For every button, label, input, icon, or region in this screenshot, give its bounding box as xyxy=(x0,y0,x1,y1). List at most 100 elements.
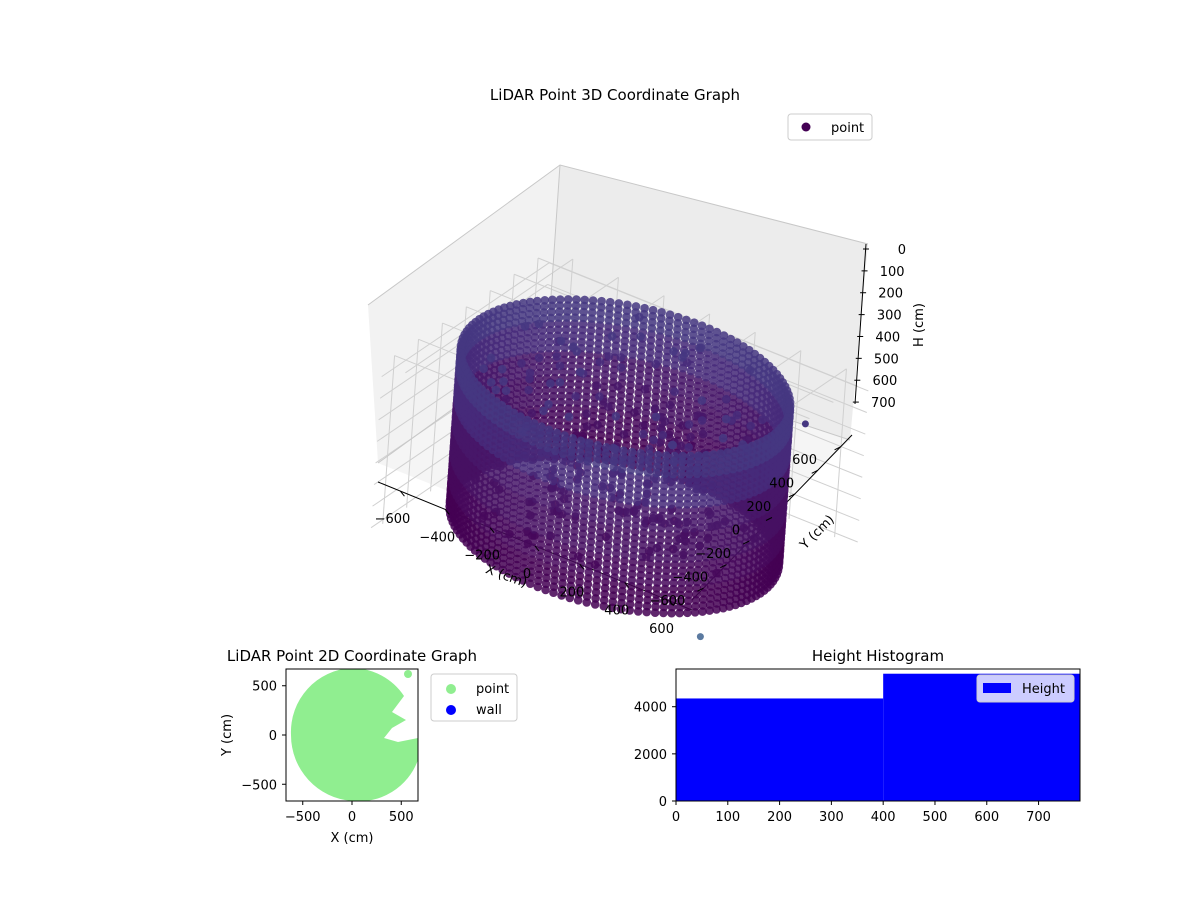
point-marker xyxy=(631,521,640,531)
point-marker xyxy=(718,603,728,613)
point-marker xyxy=(698,429,708,439)
point-marker xyxy=(698,607,707,616)
point-marker xyxy=(703,354,712,364)
point-marker xyxy=(648,305,658,315)
outlier-marker xyxy=(801,420,809,428)
point-marker xyxy=(678,370,687,379)
point-marker xyxy=(616,488,625,498)
point-marker xyxy=(560,349,569,359)
point-marker xyxy=(721,472,731,481)
point-marker xyxy=(676,441,686,451)
point-marker xyxy=(513,383,522,393)
point-marker xyxy=(695,343,704,353)
point-marker xyxy=(612,323,622,332)
point-marker xyxy=(657,517,666,527)
point-marker xyxy=(651,404,660,413)
point-marker xyxy=(576,553,586,563)
point-marker xyxy=(666,500,676,509)
point-marker xyxy=(720,425,729,435)
point-marker xyxy=(593,420,602,430)
point-marker xyxy=(717,526,727,536)
point-marker xyxy=(627,575,637,585)
point-marker xyxy=(673,325,682,334)
grid-side-y xyxy=(430,323,443,492)
point-marker xyxy=(572,347,582,356)
point-marker xyxy=(664,322,674,332)
point-marker xyxy=(507,438,516,448)
point-marker xyxy=(516,500,526,509)
y-tick-label-2d: 0 xyxy=(269,729,277,744)
grid-back-x xyxy=(834,368,847,538)
point-marker xyxy=(665,524,674,533)
x-axis-label-2d: X (cm) xyxy=(331,831,374,846)
point-marker xyxy=(605,511,615,520)
point-marker xyxy=(542,455,552,465)
point-marker xyxy=(604,322,613,331)
point-marker xyxy=(590,477,600,486)
point-marker xyxy=(496,495,506,505)
point-marker xyxy=(530,513,540,522)
point-marker xyxy=(638,429,648,439)
point-marker xyxy=(592,381,602,390)
point-marker xyxy=(636,358,646,367)
y-tick-label-3d: 0 xyxy=(732,524,740,539)
point-marker xyxy=(710,539,719,549)
y-tick-label-3d: −400 xyxy=(672,571,708,586)
point-marker xyxy=(587,519,597,529)
point-marker xyxy=(543,555,552,564)
point-marker xyxy=(491,385,501,395)
point-marker xyxy=(565,385,575,395)
point-marker xyxy=(562,319,571,328)
point-marker xyxy=(661,572,671,582)
x-tick-label-3d: −200 xyxy=(464,549,500,564)
point-marker xyxy=(534,353,544,363)
point-marker xyxy=(525,368,535,378)
y-tick-label-3d: 200 xyxy=(746,500,771,515)
y-tick-3d xyxy=(834,446,841,451)
point-marker xyxy=(667,409,676,419)
point-marker xyxy=(512,560,522,570)
point-marker xyxy=(679,548,689,557)
y-tick-3d xyxy=(811,469,818,474)
point-marker xyxy=(609,585,618,594)
point-marker xyxy=(546,513,555,522)
point-marker xyxy=(618,586,627,596)
point-marker xyxy=(619,430,629,439)
point-marker xyxy=(566,587,575,597)
point-marker xyxy=(698,493,708,502)
point-marker xyxy=(585,338,595,348)
point-marker xyxy=(640,384,650,394)
z-tick-label-3d: 200 xyxy=(878,287,903,302)
y-tick-3d xyxy=(788,493,796,498)
point-marker xyxy=(712,333,721,343)
point-marker xyxy=(621,532,631,541)
point-marker xyxy=(528,543,538,552)
point-marker xyxy=(693,387,702,397)
point-marker xyxy=(692,577,702,587)
point-marker xyxy=(683,409,693,418)
point-marker xyxy=(646,553,655,563)
point-marker xyxy=(675,494,684,503)
y-tick-3d xyxy=(697,587,704,592)
point-marker xyxy=(497,483,507,493)
point-marker xyxy=(710,364,719,373)
point-marker xyxy=(613,311,623,320)
point-marker xyxy=(657,308,666,317)
point-marker xyxy=(712,327,722,337)
point-marker xyxy=(675,412,684,421)
point-marker xyxy=(556,479,566,489)
point-marker xyxy=(697,321,707,331)
point-marker xyxy=(684,443,693,452)
point-marker xyxy=(645,450,654,459)
point-marker xyxy=(606,420,615,429)
point-marker xyxy=(600,583,610,593)
point-marker xyxy=(673,524,682,533)
point-marker xyxy=(545,337,554,347)
point-marker xyxy=(508,426,517,436)
legend-hist: Height xyxy=(976,674,1075,703)
y-axis-label-3d: Y (cm) xyxy=(797,512,838,553)
z-tick-label-3d: 700 xyxy=(871,396,896,411)
point-marker xyxy=(712,427,722,437)
point-marker xyxy=(513,542,523,552)
point-marker xyxy=(551,552,561,561)
